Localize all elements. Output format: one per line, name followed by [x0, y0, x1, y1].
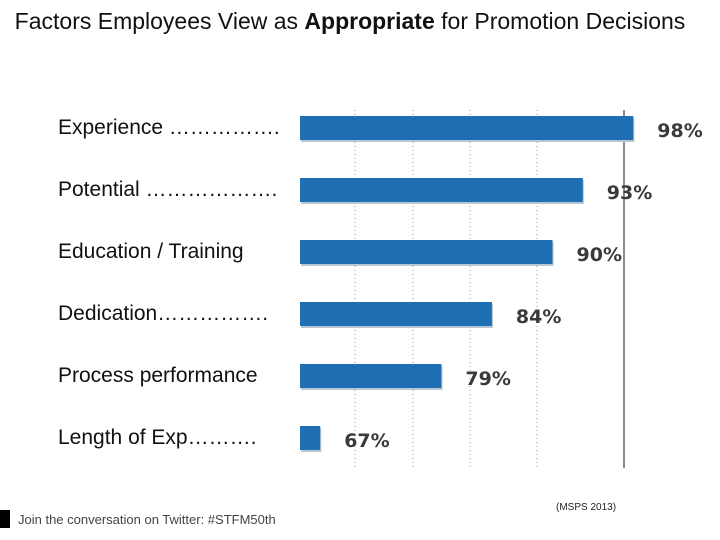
value-label-2: 90% [577, 244, 622, 266]
bar-3 [300, 302, 492, 326]
category-label-2: Education / Training [58, 240, 244, 263]
bar-1 [300, 178, 583, 202]
bar-0 [300, 116, 634, 140]
bars [300, 116, 635, 452]
category-label-0: Experience ……………. [58, 116, 280, 139]
title-text-start: Factors Employees View as [14, 8, 305, 34]
value-label-1: 93% [607, 182, 652, 204]
value-label-3: 84% [516, 306, 561, 328]
source-citation: (MSPS 2013) [556, 502, 617, 513]
gridlines [354, 110, 625, 468]
bar-chart: Experience ……………. Potential ………………. Educat… [58, 110, 703, 468]
bar-4 [300, 364, 442, 388]
value-labels: 98% 93% 90% 84% 79% 67% [344, 120, 703, 452]
category-label-3: Dedication……………. [58, 302, 268, 325]
category-label-1: Potential ………………. [58, 178, 277, 201]
bar-5 [300, 426, 321, 450]
category-label-4: Process performance [58, 364, 258, 387]
twitter-footer: Join the conversation on Twitter: #STFM5… [0, 509, 276, 529]
value-label-4: 79% [465, 368, 510, 390]
category-label-5: Length of Exp………. [58, 426, 256, 449]
value-label-0: 98% [657, 120, 702, 142]
category-labels: Experience ……………. Potential ………………. Educat… [58, 116, 280, 449]
title-text-end: for Promotion Decisions [434, 8, 686, 34]
footer-square-icon [0, 510, 10, 528]
footer-text: Join the conversation on Twitter: #STFM5… [18, 511, 276, 527]
title-emphasis: Appropriate [304, 8, 435, 34]
bar-2 [300, 240, 553, 264]
value-label-5: 67% [344, 430, 389, 452]
chart-title: Factors Employees View as Appropriate fo… [0, 6, 700, 37]
